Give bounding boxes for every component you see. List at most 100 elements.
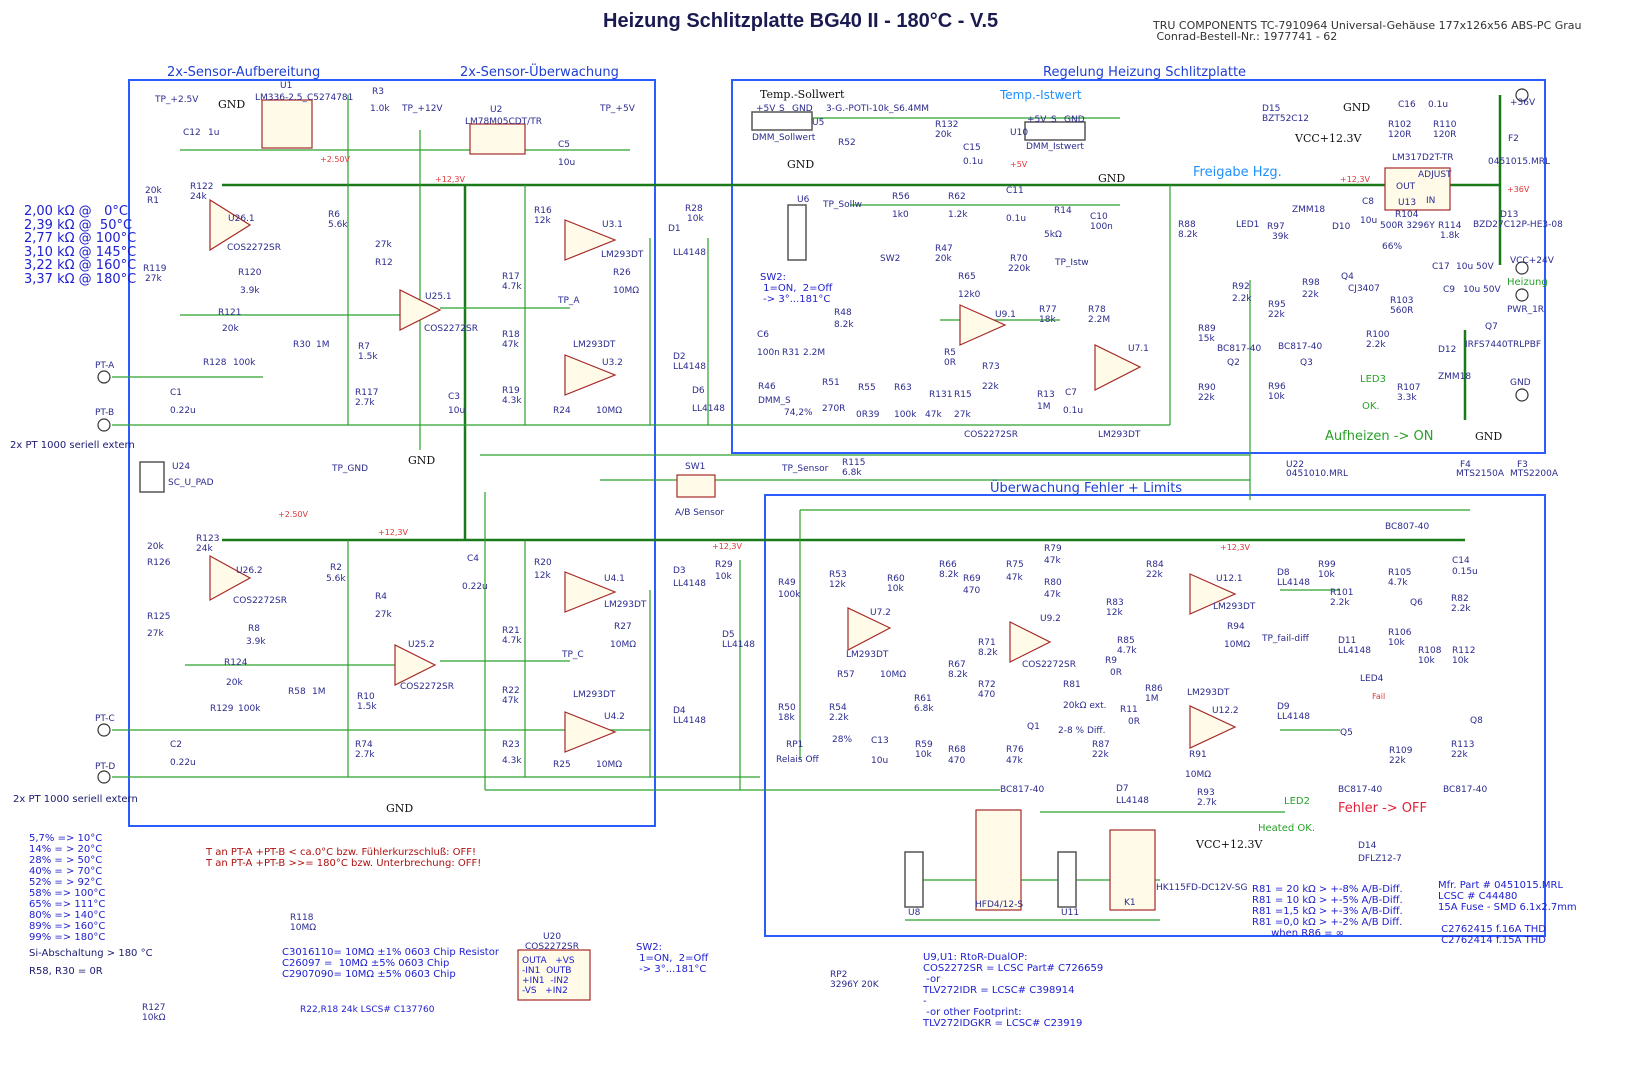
component-label: COS2272SR <box>525 942 579 952</box>
component-label: 1M <box>1145 694 1159 704</box>
component-label: 12k0 <box>958 290 981 300</box>
component-label: TP_Sensor <box>782 464 829 474</box>
component-label: PT-C <box>95 714 115 724</box>
component-label: 10MΩ <box>596 760 623 770</box>
enclosure-note: TRU COMPONENTS TC-7910964 Universal-Gehä… <box>1153 19 1582 43</box>
component-label: R107 <box>1397 383 1421 393</box>
component-label: 0.22u <box>462 582 488 592</box>
component-label: R15 <box>954 390 972 400</box>
component-label: R125 <box>147 612 171 622</box>
component-label: R9 <box>1105 656 1117 666</box>
component-label: TP_Istw <box>1055 258 1089 268</box>
component-label: R25 <box>553 760 571 770</box>
component-label: R59 <box>915 740 933 750</box>
component-label: 8.2k <box>1178 230 1198 240</box>
component-label: COS2272SR <box>233 596 287 606</box>
component-label: 74,2% <box>784 408 813 418</box>
component-label: R5 <box>944 348 956 358</box>
component-label: R54 <box>829 703 847 713</box>
component-label: BC817-40 <box>1217 344 1262 354</box>
component-label: R115 <box>842 458 866 468</box>
component-label: R114 <box>1438 221 1462 231</box>
component-label: R108 <box>1418 646 1442 656</box>
component-label: R14 <box>1054 206 1072 216</box>
component-label: U24 <box>172 462 191 472</box>
component-label: R121 <box>218 308 242 318</box>
component-label: R113 <box>1451 740 1475 750</box>
component-label: COS2272SR <box>964 430 1018 440</box>
component-label: R6 <box>328 210 340 220</box>
component-label: Q1 <box>1027 722 1040 732</box>
component-label: R88 <box>1178 220 1196 230</box>
opamp-part-notes: U9,U1: RtoR-DualOP: COS2272SR = LCSC Par… <box>923 952 1104 1029</box>
component-label: R122 <box>190 182 214 192</box>
component-label: D12 <box>1438 345 1457 355</box>
component-label: 27k <box>147 629 164 639</box>
component-label: 1.0k <box>370 104 390 114</box>
component-label: 10u <box>871 756 889 766</box>
component-label: 0.15u <box>1452 567 1478 577</box>
component-label: R124 <box>224 658 248 668</box>
component-label: BC807-40 <box>1385 522 1430 532</box>
component-label: 3.3k <box>1397 393 1417 403</box>
component-label: 2.2k <box>829 713 849 723</box>
component-label: 100k <box>238 704 261 714</box>
component-label: 22k <box>1198 393 1215 403</box>
component-label: 100n <box>757 348 780 358</box>
component-label: GND <box>1343 101 1371 114</box>
component-label: 28% <box>832 735 853 745</box>
component-label: R21 <box>502 626 520 636</box>
component-label: R102 <box>1388 120 1412 130</box>
component-label: +5V <box>756 104 776 114</box>
component-label: R90 <box>1198 383 1216 393</box>
component-label: VCC+24V <box>1510 256 1554 266</box>
component-label: 10MΩ <box>880 670 907 680</box>
component-label: 10u <box>558 158 576 168</box>
component-label: HK115FD-DC12V-SG <box>1156 883 1248 893</box>
component-label: R61 <box>914 694 932 704</box>
component-label: ZMM18 <box>1292 205 1326 215</box>
component-label: R85 <box>1117 636 1135 646</box>
component-label: BC817-40 <box>1278 342 1323 352</box>
component-label: Heizung <box>1507 277 1548 288</box>
component-label: U4.1 <box>604 574 625 584</box>
component-label: 47k <box>1006 573 1023 583</box>
component-label: LL4148 <box>1277 578 1310 588</box>
component-label: SW1 <box>685 462 706 472</box>
component-label: R16 <box>534 206 552 216</box>
component-label: Q3 <box>1300 358 1313 368</box>
component-label: +12,3V <box>435 175 465 184</box>
component-label: R20 <box>534 558 552 568</box>
component-label: 2.2M <box>1088 315 1111 325</box>
component-label: BC817-40 <box>1000 785 1045 795</box>
component-label: U8 <box>908 908 921 918</box>
component-label: 10u 50V <box>1456 262 1494 272</box>
component-label: COS2272SR <box>424 324 478 334</box>
component-label: Q6 <box>1410 598 1423 608</box>
component-label: DMM_Sollwert <box>752 133 816 143</box>
component-label: GND <box>218 98 246 111</box>
component-label: R46 <box>758 382 776 392</box>
component-label: 39k <box>1272 232 1289 242</box>
component-label: R79 <box>1044 544 1062 554</box>
component-label: 2.7k <box>1197 798 1217 808</box>
component-label: R24 <box>553 406 571 416</box>
component-label: Q2 <box>1227 358 1240 368</box>
component-label: R91 <box>1189 750 1207 760</box>
component-label: GND <box>792 104 813 114</box>
component-label: R69 <box>963 574 981 584</box>
frame-sensor <box>128 79 656 827</box>
component-label: 0R <box>1128 717 1140 727</box>
percent-temperature-table: 5,7% => 10°C 14% = > 20°C 28% = > 50°C 4… <box>29 833 106 943</box>
component-label: 10MΩ <box>1224 640 1251 650</box>
component-label: R77 <box>1039 305 1057 315</box>
component-label: R126 <box>147 558 171 568</box>
component-label: 0451015.MRL <box>1488 157 1550 167</box>
r58-r30-note: R58, R30 = 0R <box>29 966 103 977</box>
component-label: R97 <box>1267 222 1285 232</box>
component-label: 24k <box>196 544 213 554</box>
component-label: LM293DT <box>573 690 616 700</box>
component-label: R66 <box>939 560 957 570</box>
component-label: TP_A <box>558 296 580 306</box>
component-label: 1.2k <box>948 210 968 220</box>
